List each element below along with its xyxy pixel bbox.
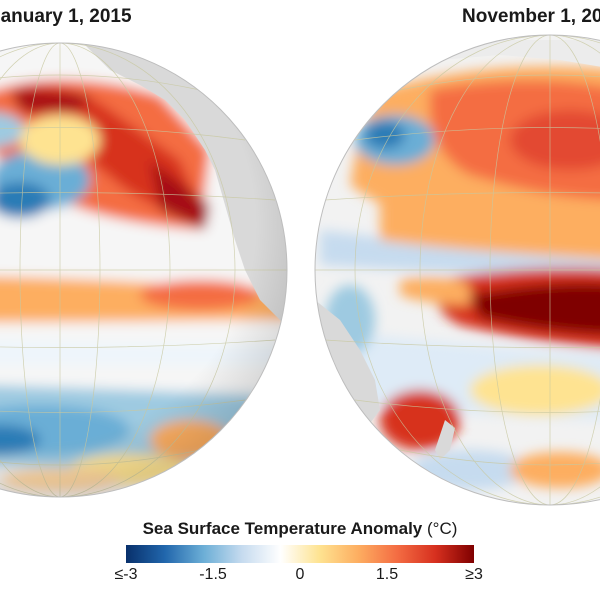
legend-tick-label: 1.5 [375,566,399,583]
globe-january-2015 [0,43,287,497]
legend-tick-label: 0 [295,566,305,583]
right-map-date: November 1, 2015 [462,6,600,27]
legend-title-text: Sea Surface Temperature Anomaly [142,519,423,538]
legend-title: Sea Surface Temperature Anomaly (°C) [0,519,600,539]
globe-outline-left [0,42,288,498]
globe-november-2015 [315,35,600,505]
left-map-date: January 1, 2015 [0,6,132,27]
legend-unit: (°C) [427,519,458,538]
legend-tick-label: ≥3 [465,566,483,583]
legend-tick-label: ≤-3 [114,566,138,583]
color-scale-bar [126,545,474,563]
globe-outline-right [314,34,600,506]
legend-tick-label: -1.5 [199,566,227,583]
